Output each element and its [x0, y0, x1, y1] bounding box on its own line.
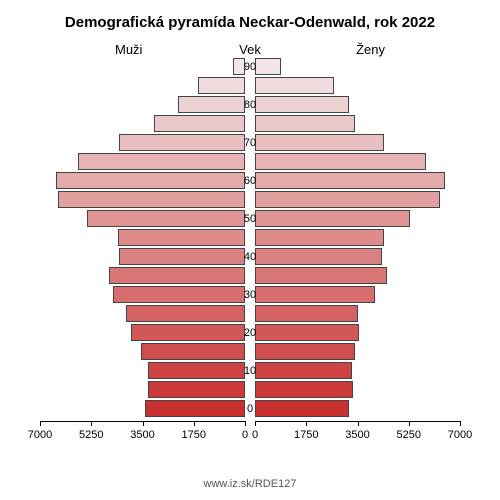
age-tick-label: 60: [240, 175, 260, 187]
x-tick: [194, 421, 195, 426]
bar-men: [178, 96, 245, 113]
bar-men: [141, 343, 245, 360]
footer-url: www.iz.sk/RDE127: [0, 478, 500, 490]
bar-women: [255, 343, 355, 360]
bar-men: [58, 191, 245, 208]
bar-men: [78, 153, 245, 170]
label-age: Vek: [0, 42, 500, 57]
bar-women: [255, 115, 355, 132]
bar-women: [255, 324, 359, 341]
bar-men: [109, 267, 245, 284]
bar-women: [255, 229, 384, 246]
x-tick-label: 5250: [391, 429, 427, 441]
bar-men: [87, 210, 245, 227]
bar-women: [255, 210, 410, 227]
x-tick: [245, 421, 246, 426]
bar-men: [148, 381, 245, 398]
bar-women: [255, 381, 353, 398]
x-tick: [358, 421, 359, 426]
x-tick: [255, 421, 256, 426]
age-tick-label: 50: [240, 213, 260, 225]
bar-women: [255, 400, 349, 417]
chart-title: Demografická pyramída Neckar-Odenwald, r…: [0, 14, 500, 31]
x-tick-label: 1750: [288, 429, 324, 441]
age-tick-label: 40: [240, 251, 260, 263]
bar-women: [255, 96, 349, 113]
bar-men: [56, 172, 245, 189]
x-tick-label: 3500: [340, 429, 376, 441]
x-tick: [409, 421, 410, 426]
x-tick-label: 1750: [176, 429, 212, 441]
age-tick-label: 30: [240, 289, 260, 301]
age-tick-label: 10: [240, 365, 260, 377]
bar-men: [148, 362, 245, 379]
bar-men: [118, 229, 245, 246]
x-tick: [306, 421, 307, 426]
x-tick-label: 0: [237, 429, 273, 441]
bar-men: [154, 115, 245, 132]
bar-men: [145, 400, 245, 417]
bar-women: [255, 191, 440, 208]
x-tick-label: 3500: [125, 429, 161, 441]
age-tick-label: 0: [240, 403, 260, 415]
x-tick-label: 5250: [73, 429, 109, 441]
bar-women: [255, 153, 426, 170]
bar-men: [119, 248, 245, 265]
x-tick: [460, 421, 461, 426]
label-women: Ženy: [356, 42, 385, 57]
bar-women: [255, 267, 387, 284]
bar-women: [255, 286, 375, 303]
age-tick-label: 70: [240, 137, 260, 149]
bar-women: [255, 77, 334, 94]
bar-women: [255, 305, 358, 322]
bar-women: [255, 362, 352, 379]
bar-men: [113, 286, 245, 303]
bar-women: [255, 172, 445, 189]
bar-women: [255, 134, 384, 151]
age-tick-label: 90: [240, 61, 260, 73]
x-tick-label: 7000: [442, 429, 478, 441]
bar-men: [198, 77, 245, 94]
x-tick-label: 7000: [22, 429, 58, 441]
x-tick: [91, 421, 92, 426]
x-tick: [40, 421, 41, 426]
bar-women: [255, 248, 382, 265]
age-tick-label: 80: [240, 99, 260, 111]
bar-men: [126, 305, 245, 322]
age-tick-label: 20: [240, 327, 260, 339]
x-tick: [143, 421, 144, 426]
bar-men: [131, 324, 245, 341]
bar-men: [119, 134, 245, 151]
